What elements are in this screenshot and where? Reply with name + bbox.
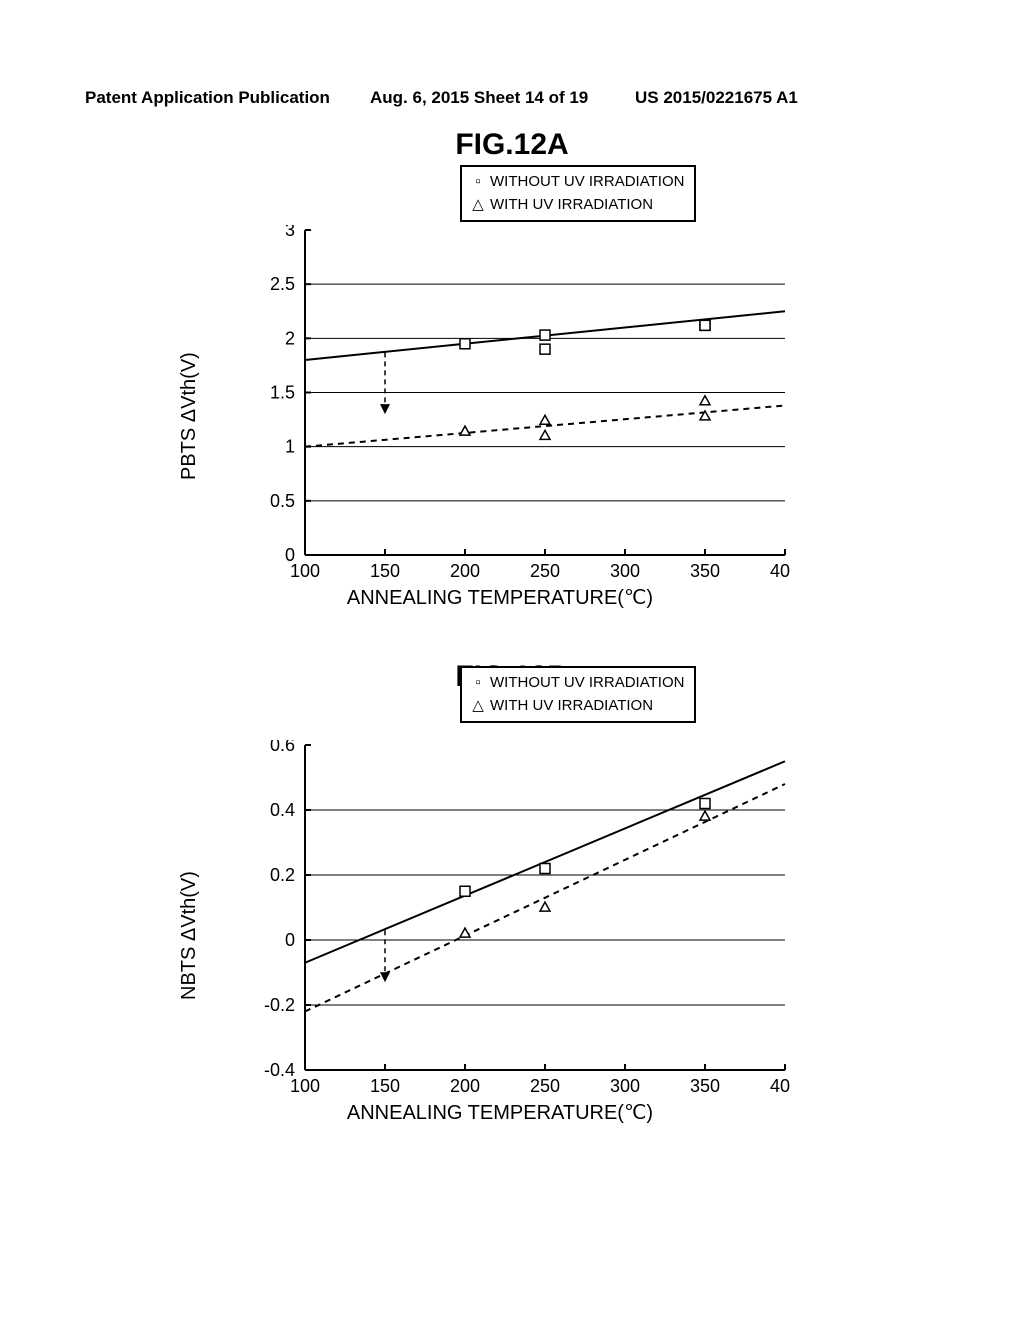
figB-legend: ▫ WITHOUT UV IRRADIATION △ WITH UV IRRAD… [460, 666, 696, 723]
header-right: US 2015/0221675 A1 [635, 88, 798, 108]
header-middle: Aug. 6, 2015 Sheet 14 of 19 [370, 88, 588, 108]
legend-with-label: WITH UV IRRADIATION [490, 695, 653, 718]
svg-text:350: 350 [690, 1076, 720, 1096]
legend-with-label: WITH UV IRRADIATION [490, 194, 653, 217]
legend-without-row: ▫ WITHOUT UV IRRADIATION [470, 171, 684, 194]
figA-ylabel: PBTS ΔVth(V) [178, 352, 201, 480]
svg-text:400: 400 [770, 561, 790, 581]
triangle-icon: △ [470, 695, 486, 718]
figA-title: FIG.12A [455, 128, 568, 162]
svg-text:250: 250 [530, 1076, 560, 1096]
svg-text:200: 200 [450, 561, 480, 581]
legend-with-row: △ WITH UV IRRADIATION [470, 695, 684, 718]
svg-text:0: 0 [285, 930, 295, 950]
chart-svg: 100150200250300350400-0.4-0.200.20.40.6 [250, 740, 790, 1100]
header-left: Patent Application Publication [85, 88, 330, 108]
svg-text:150: 150 [370, 1076, 400, 1096]
triangle-icon: △ [470, 194, 486, 217]
figB-xlabel: ANNEALING TEMPERATURE(℃) [330, 1100, 670, 1125]
svg-text:3: 3 [285, 225, 295, 240]
chart-svg: 10015020025030035040000.511.522.53 [250, 225, 790, 585]
legend-without-label: WITHOUT UV IRRADIATION [490, 171, 684, 194]
svg-text:400: 400 [770, 1076, 790, 1096]
svg-text:300: 300 [610, 561, 640, 581]
svg-text:0.6: 0.6 [270, 740, 295, 755]
svg-text:1: 1 [285, 437, 295, 457]
figA-chart: 10015020025030035040000.511.522.53 [250, 225, 790, 585]
legend-without-label: WITHOUT UV IRRADIATION [490, 672, 684, 695]
square-icon: ▫ [470, 171, 486, 194]
svg-text:300: 300 [610, 1076, 640, 1096]
svg-text:250: 250 [530, 561, 560, 581]
legend-without-row: ▫ WITHOUT UV IRRADIATION [470, 672, 684, 695]
figB-chart: 100150200250300350400-0.4-0.200.20.40.6 [250, 740, 790, 1100]
svg-text:0.2: 0.2 [270, 865, 295, 885]
legend-with-row: △ WITH UV IRRADIATION [470, 194, 684, 217]
svg-text:0.5: 0.5 [270, 491, 295, 511]
svg-text:-0.2: -0.2 [264, 995, 295, 1015]
figA-xlabel: ANNEALING TEMPERATURE(℃) [330, 585, 670, 610]
svg-text:-0.4: -0.4 [264, 1060, 295, 1080]
svg-text:0: 0 [285, 545, 295, 565]
svg-text:350: 350 [690, 561, 720, 581]
svg-text:0.4: 0.4 [270, 800, 295, 820]
svg-text:200: 200 [450, 1076, 480, 1096]
svg-text:150: 150 [370, 561, 400, 581]
svg-text:2.5: 2.5 [270, 274, 295, 294]
svg-text:2: 2 [285, 328, 295, 348]
figA-legend: ▫ WITHOUT UV IRRADIATION △ WITH UV IRRAD… [460, 165, 696, 222]
svg-text:1.5: 1.5 [270, 383, 295, 403]
figB-ylabel: NBTS ΔVth(V) [178, 871, 201, 1000]
square-icon: ▫ [470, 672, 486, 695]
